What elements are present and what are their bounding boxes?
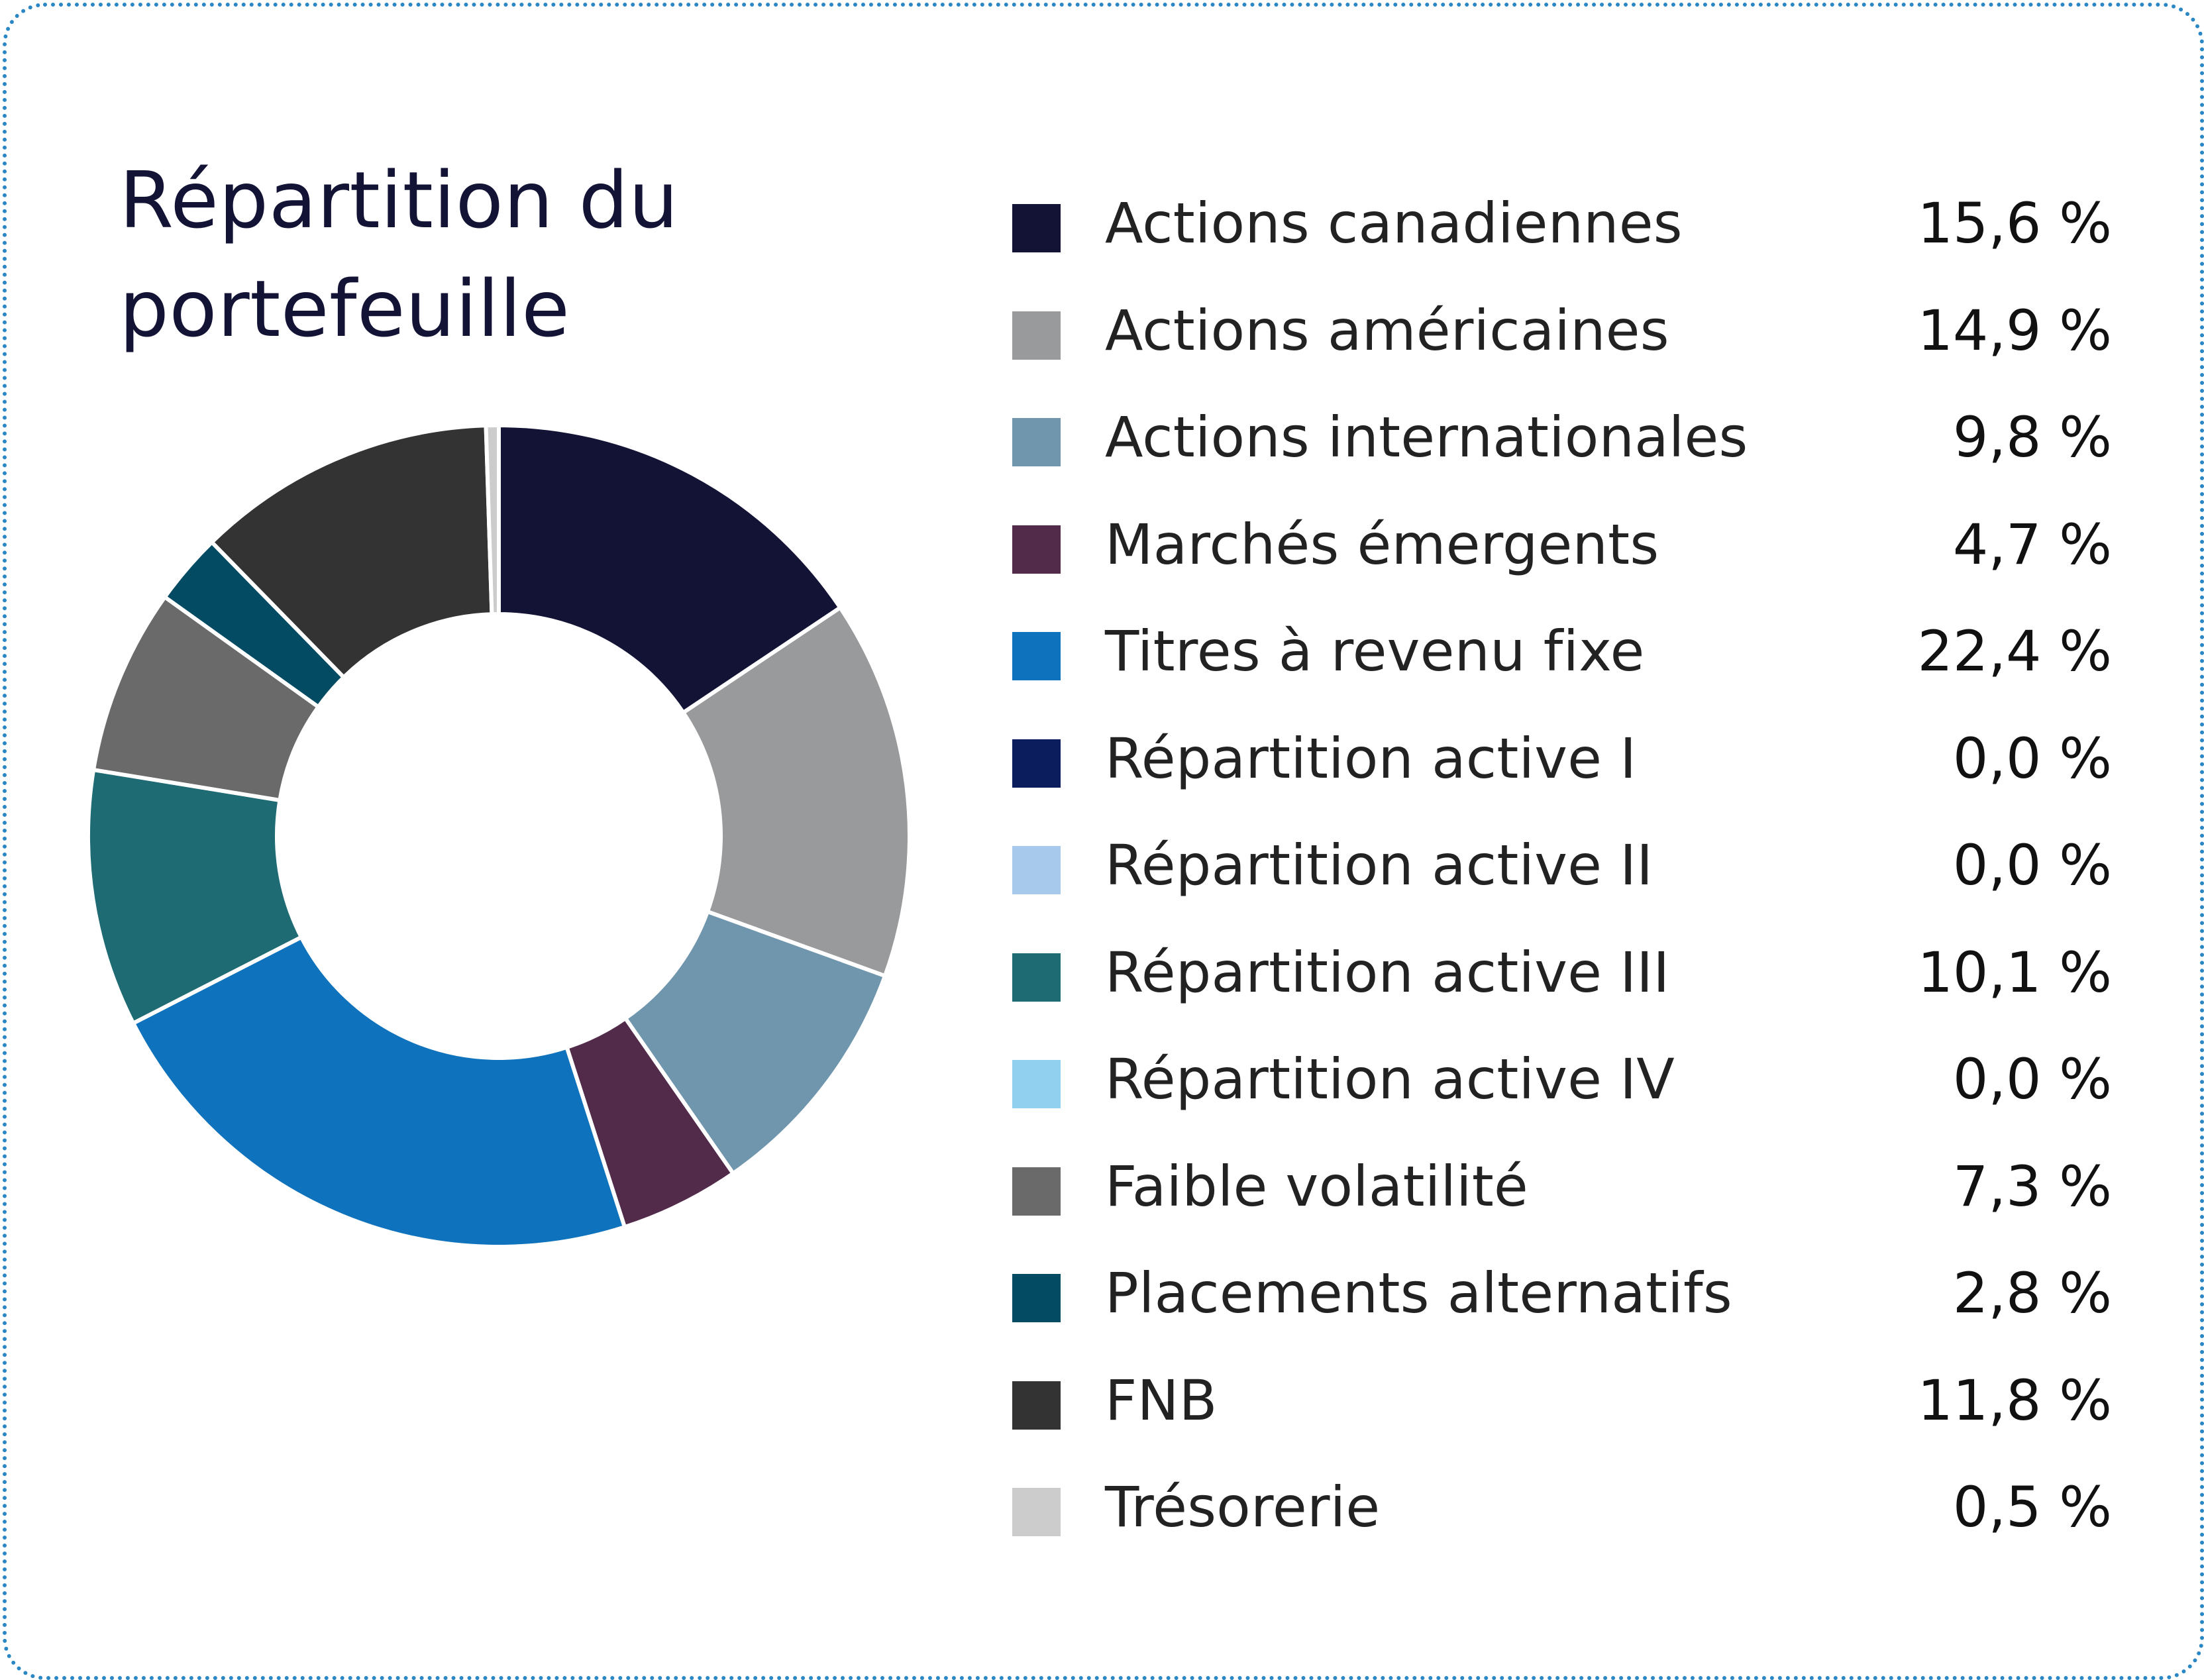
legend-value: 0,5 % (1952, 1475, 2112, 1540)
donut-slice-7 (86, 767, 304, 1026)
chart-legend: Actions canadiennes 15,6 % Actions américa… (1012, 177, 2112, 1568)
legend-item: Faible volatilité 7,3 % (1012, 1140, 2112, 1247)
chart-title: Répartition du portefeuille (119, 146, 678, 363)
legend-label: Trésorerie (1105, 1475, 1381, 1540)
legend-label: Actions canadiennes (1105, 191, 1683, 256)
legend-swatch (1012, 204, 1061, 252)
legend-item: Actions américaines 14,9 % (1012, 284, 2112, 392)
legend-label: Actions internationales (1105, 405, 1748, 470)
legend-label: Placements alternatifs (1105, 1261, 1732, 1326)
legend-swatch (1012, 1060, 1061, 1108)
legend-label: Titres à revenu fixe (1105, 619, 1645, 684)
legend-label: Répartition active I (1105, 725, 1637, 791)
legend-value: 4,7 % (1952, 511, 2112, 577)
legend-value: 0,0 % (1952, 725, 2112, 791)
legend-swatch (1012, 1167, 1061, 1216)
legend-value: 2,8 % (1952, 1261, 2112, 1326)
chart-card: Répartition du portefeuille Actions cana… (3, 3, 2204, 1680)
legend-swatch (1012, 846, 1061, 894)
legend-swatch (1012, 525, 1061, 574)
chart-title-line: Répartition du (119, 154, 679, 246)
legend-value: 22,4 % (1917, 619, 2112, 684)
legend-swatch (1012, 632, 1061, 680)
legend-label: Répartition active II (1105, 833, 1653, 898)
legend-value: 7,3 % (1952, 1153, 2112, 1219)
legend-item: Répartition active IV 0,0 % (1012, 1033, 2112, 1140)
legend-swatch (1012, 953, 1061, 1002)
donut-slice-2 (622, 909, 888, 1177)
legend-item: Actions canadiennes 15,6 % (1012, 177, 2112, 284)
legend-swatch (1012, 418, 1061, 466)
legend-item: Titres à revenu fixe 22,4 % (1012, 605, 2112, 712)
legend-item: Placements alternatifs 2,8 % (1012, 1247, 2112, 1354)
legend-swatch (1012, 1381, 1061, 1430)
donut-slice-11 (209, 423, 494, 680)
legend-value: 0,0 % (1952, 1047, 2112, 1112)
legend-item: Répartition active II 0,0 % (1012, 819, 2112, 926)
legend-swatch (1012, 739, 1061, 788)
legend-value: 11,8 % (1917, 1367, 2112, 1433)
donut-slice-4 (131, 934, 627, 1249)
donut-slice-1 (680, 605, 912, 978)
legend-item: FNB 11,8 % (1012, 1354, 2112, 1461)
legend-label: FNB (1105, 1367, 1218, 1433)
donut-slice-0 (497, 423, 843, 715)
legend-item: Marchés émergents 4,7 % (1012, 498, 2112, 605)
legend-value: 15,6 % (1917, 191, 2112, 256)
legend-label: Répartition active IV (1105, 1047, 1675, 1112)
legend-item: Actions internationales 9,8 % (1012, 391, 2112, 498)
legend-value: 14,9 % (1917, 297, 2112, 363)
legend-label: Répartition active III (1105, 939, 1670, 1005)
legend-swatch (1012, 1274, 1061, 1322)
legend-value: 0,0 % (1952, 833, 2112, 898)
legend-swatch (1012, 311, 1061, 360)
legend-value: 9,8 % (1952, 405, 2112, 470)
legend-item: Répartition active III 10,1 % (1012, 926, 2112, 1033)
legend-label: Faible volatilité (1105, 1153, 1529, 1219)
legend-swatch (1012, 1488, 1061, 1536)
chart-title-line: portefeuille (119, 263, 570, 354)
legend-item: Trésorerie 0,5 % (1012, 1461, 2112, 1568)
legend-label: Actions américaines (1105, 297, 1669, 363)
donut-slice-12 (484, 423, 501, 617)
legend-item: Répartition active I 0,0 % (1012, 712, 2112, 819)
legend-label: Marchés émergents (1105, 511, 1659, 577)
legend-value: 10,1 % (1917, 939, 2112, 1005)
donut-chart (86, 423, 912, 1249)
